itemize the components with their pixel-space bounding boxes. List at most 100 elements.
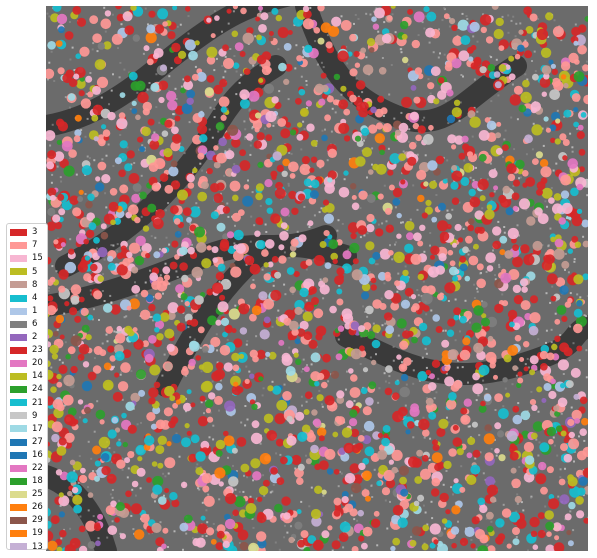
cell-blob xyxy=(239,541,249,551)
cell-blob xyxy=(374,108,384,118)
cell-blob xyxy=(240,7,247,15)
cell-blob xyxy=(170,180,181,190)
cell-blob xyxy=(317,427,327,437)
cell-blob xyxy=(210,336,221,348)
cell-blob xyxy=(239,89,250,100)
cell-blob xyxy=(290,251,297,258)
cell-blob xyxy=(72,494,83,505)
cell-blob xyxy=(47,295,54,302)
cell-blob xyxy=(408,141,417,150)
cell-blob xyxy=(149,364,161,376)
cell-blob xyxy=(77,262,88,273)
cell-blob xyxy=(357,435,365,442)
cell-blob xyxy=(330,370,340,379)
cell-blob xyxy=(67,346,76,355)
legend-label: 19 xyxy=(32,528,43,539)
cell-blob xyxy=(119,184,129,194)
cell-blob xyxy=(563,82,569,89)
segmentation-overlay xyxy=(46,6,588,551)
cell-blob xyxy=(488,169,498,179)
cell-blob xyxy=(561,260,570,269)
cell-blob xyxy=(164,119,173,128)
cell-blob xyxy=(104,381,113,391)
cell-blob xyxy=(291,454,302,466)
cell-blob xyxy=(492,226,502,236)
cell-blob xyxy=(132,183,142,192)
cell-blob xyxy=(164,488,170,493)
cell-blob xyxy=(561,202,573,214)
cell-blob xyxy=(255,192,263,201)
cell-blob xyxy=(529,516,540,528)
cell-blob xyxy=(116,252,124,260)
cell-blob xyxy=(299,163,311,175)
cell-blob xyxy=(377,449,388,460)
cell-blob xyxy=(302,18,314,30)
cell-blob xyxy=(97,161,107,171)
cell-blob xyxy=(62,394,74,406)
cell-blob xyxy=(259,329,270,340)
cell-blob xyxy=(444,376,455,387)
cell-blob xyxy=(213,161,221,169)
legend-label: 17 xyxy=(32,423,43,434)
cell-blob xyxy=(351,195,357,200)
cell-blob xyxy=(135,235,146,246)
cell-blob xyxy=(411,39,420,49)
cell-blob xyxy=(251,403,258,410)
cell-blob xyxy=(568,431,575,439)
cell-blob xyxy=(145,253,151,259)
cell-blob xyxy=(195,537,206,548)
cell-blob xyxy=(190,318,199,327)
cell-blob xyxy=(98,436,111,449)
cell-blob xyxy=(439,231,450,242)
cell-blob xyxy=(208,392,216,400)
cell-blob xyxy=(560,174,571,186)
cell-blob xyxy=(522,170,529,177)
cell-blob xyxy=(529,295,539,304)
cell-blob xyxy=(372,251,381,260)
cell-blob xyxy=(203,495,215,507)
cell-blob xyxy=(322,199,330,206)
cell-blob xyxy=(481,301,488,308)
cell-blob xyxy=(213,145,219,151)
cell-blob xyxy=(65,354,71,360)
cell-blob xyxy=(87,492,94,498)
legend-item-18: 18 xyxy=(10,475,47,488)
cell-blob xyxy=(206,245,212,251)
cell-blob xyxy=(437,220,449,232)
cell-blob xyxy=(473,305,484,316)
cell-blob xyxy=(190,402,196,408)
cell-blob xyxy=(438,418,449,429)
cell-blob xyxy=(305,259,313,266)
cell-blob xyxy=(577,487,586,496)
cell-blob xyxy=(416,169,427,181)
cell-blob xyxy=(486,204,493,210)
cell-blob xyxy=(342,250,352,260)
cell-blob xyxy=(338,187,350,198)
cell-blob xyxy=(64,31,74,40)
cell-blob xyxy=(116,117,128,130)
cell-blob xyxy=(409,539,417,547)
cell-blob xyxy=(507,227,519,240)
cell-blob xyxy=(578,166,585,173)
cell-blob xyxy=(199,134,208,143)
cell-blob xyxy=(512,414,523,425)
legend-label: 2 xyxy=(32,332,38,343)
cell-blob xyxy=(222,540,230,549)
cell-blob xyxy=(370,106,377,114)
cell-blob xyxy=(536,386,543,393)
cell-blob xyxy=(423,6,430,13)
cell-blob xyxy=(502,377,508,383)
cell-blob xyxy=(256,55,267,65)
cell-blob xyxy=(349,463,360,474)
cell-blob xyxy=(573,40,579,46)
cell-blob xyxy=(438,253,447,262)
cell-blob xyxy=(189,224,197,232)
cell-blob xyxy=(52,6,62,12)
cell-blob xyxy=(181,103,193,115)
cell-blob xyxy=(189,341,200,352)
cell-blob xyxy=(562,155,568,161)
cell-blob xyxy=(548,197,555,204)
cell-blob xyxy=(270,213,281,224)
cell-blob xyxy=(453,307,461,316)
